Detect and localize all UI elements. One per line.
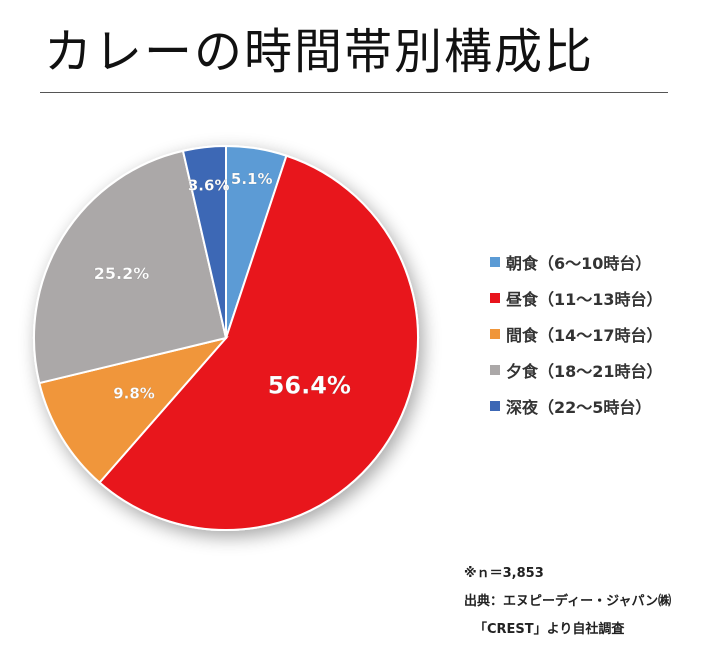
legend-label: 間食（14～17時台）: [506, 326, 663, 345]
legend-swatch: [490, 257, 500, 267]
legend-label: 朝食（6～10時台）: [506, 254, 652, 273]
legend-label: 深夜（22～5時台）: [506, 398, 652, 417]
legend-item: 昼食（11～13時台）: [490, 280, 663, 316]
legend-swatch: [490, 329, 500, 339]
legend-item: 夕食（18～21時台）: [490, 352, 663, 388]
title-divider: [40, 92, 668, 93]
pie-slice: [38, 336, 229, 484]
source-notes: ※ｎ＝3,853 出典：エヌピーディー・ジャパン㈱ 「CREST」より自社調査: [464, 566, 671, 650]
legend-label: 夕食（18～21時台）: [506, 362, 663, 381]
legend-swatch: [490, 365, 500, 375]
source-note: 出典：エヌピーディー・ジャパン㈱: [464, 594, 672, 609]
legend-swatch: [490, 293, 500, 303]
chart-title: カレーの時間帯別構成比: [44, 24, 595, 80]
legend-item: 深夜（22～5時台）: [490, 388, 663, 424]
source-note-detail: 「CREST」より自社調査: [474, 622, 625, 637]
legend-item: 朝食（6～10時台）: [490, 244, 663, 280]
pie-slice: [33, 149, 228, 385]
legend: 朝食（6～10時台） 昼食（11～13時台） 間食（14～17時台） 夕食（18～21…: [490, 244, 663, 424]
pie-slice: [98, 154, 419, 531]
legend-swatch: [490, 401, 500, 411]
slice-value-label: 3.6%: [188, 176, 230, 194]
legend-label: 昼食（11～13時台）: [506, 290, 663, 309]
slice-value-label: 25.2%: [94, 264, 150, 283]
slice-value-label: 9.8%: [113, 385, 155, 403]
pie-slice: [181, 144, 227, 339]
slice-value-label: 56.4%: [268, 372, 351, 400]
legend-item: 間食（14～17時台）: [490, 316, 663, 352]
slice-value-label: 5.1%: [231, 170, 273, 188]
sample-size-note: ※ｎ＝3,853: [464, 566, 544, 581]
